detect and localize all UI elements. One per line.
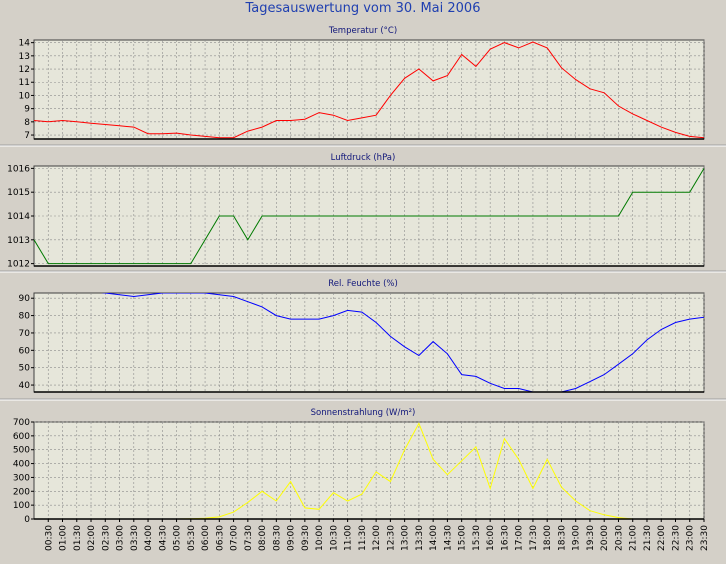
plot-area xyxy=(33,292,705,393)
x-tick-label: 23:30 xyxy=(700,525,710,551)
series-line xyxy=(34,41,704,139)
y-tick-label: 100 xyxy=(13,501,30,511)
x-tick-label: 07:00 xyxy=(230,525,240,551)
y-tick-label: 70 xyxy=(19,329,31,339)
plot-area xyxy=(33,421,705,520)
x-tick-label: 18:30 xyxy=(557,525,567,551)
x-tick-label: 06:00 xyxy=(201,525,211,551)
x-tick-label: 01:30 xyxy=(73,525,83,551)
y-tick-label: 90 xyxy=(19,294,31,304)
x-tick-label: 09:00 xyxy=(287,525,297,551)
x-tick-label: 17:30 xyxy=(529,525,539,551)
panel-title: Temperatur (°C) xyxy=(328,26,397,36)
x-tick-label: 12:00 xyxy=(372,525,382,551)
page-title: Tagesauswertung vom 30. Mai 2006 xyxy=(245,1,481,16)
series-line xyxy=(101,293,704,392)
x-tick-label: 10:00 xyxy=(315,525,325,551)
x-tick-label: 07:30 xyxy=(244,525,254,551)
y-tick-label: 7 xyxy=(24,131,30,141)
x-tick-label: 13:00 xyxy=(401,525,411,551)
x-tick-label: 15:30 xyxy=(472,525,482,551)
y-tick-label: 300 xyxy=(13,473,30,483)
y-tick-label: 11 xyxy=(19,78,30,88)
y-tick-label: 600 xyxy=(13,432,30,442)
x-tick-label: 04:30 xyxy=(158,525,168,551)
y-tick-label: 1014 xyxy=(7,212,30,222)
y-tick-label: 13 xyxy=(19,52,30,62)
x-tick-label: 21:30 xyxy=(643,525,653,551)
y-tick-label: 500 xyxy=(13,446,30,456)
x-tick-label: 12:30 xyxy=(386,525,396,551)
plot-area xyxy=(33,39,705,140)
x-tick-label: 02:00 xyxy=(87,525,97,551)
y-tick-label: 1013 xyxy=(7,236,30,246)
y-tick-label: 10 xyxy=(19,91,31,101)
series-line xyxy=(34,422,704,519)
y-tick-label: 14 xyxy=(19,39,31,49)
x-tick-label: 08:30 xyxy=(272,525,282,551)
y-tick-label: 400 xyxy=(13,460,30,470)
x-tick-label: 21:00 xyxy=(629,525,639,551)
x-tick-label: 03:00 xyxy=(116,525,126,551)
y-tick-label: 80 xyxy=(19,312,31,322)
x-tick-label: 18:00 xyxy=(543,525,553,551)
x-tick-label: 20:30 xyxy=(614,525,624,551)
x-tick-label: 06:30 xyxy=(215,525,225,551)
y-tick-label: 1015 xyxy=(7,188,30,198)
x-tick-label: 19:30 xyxy=(586,525,596,551)
y-tick-label: 700 xyxy=(13,418,30,428)
x-tick-label: 14:00 xyxy=(429,525,439,551)
x-tick-label: 05:00 xyxy=(173,525,183,551)
y-tick-label: 9 xyxy=(24,105,30,115)
y-tick-label: 40 xyxy=(19,381,31,391)
x-tick-label: 05:30 xyxy=(187,525,197,551)
y-tick-label: 50 xyxy=(19,364,31,374)
x-tick-label: 13:30 xyxy=(415,525,425,551)
y-tick-label: 1016 xyxy=(7,164,30,174)
x-tick-label: 22:30 xyxy=(671,525,681,551)
x-tick-label: 22:00 xyxy=(657,525,667,551)
x-tick-label: 23:00 xyxy=(686,525,696,551)
panel-title: Rel. Feuchte (%) xyxy=(328,279,398,289)
x-tick-label: 11:30 xyxy=(358,525,368,551)
x-tick-label: 11:00 xyxy=(344,525,354,551)
x-tick-label: 02:30 xyxy=(101,525,111,551)
y-tick-label: 60 xyxy=(19,346,31,356)
y-tick-label: 12 xyxy=(19,65,30,75)
panel-title: Sonnenstrahlung (W/m²) xyxy=(311,408,416,418)
y-tick-label: 200 xyxy=(13,487,30,497)
x-tick-label: 19:00 xyxy=(572,525,582,551)
x-tick-label: 01:00 xyxy=(59,525,69,551)
x-tick-label: 08:00 xyxy=(258,525,268,551)
panel-title: Luftdruck (hPa) xyxy=(331,153,396,163)
x-tick-label: 04:00 xyxy=(144,525,154,551)
y-tick-label: 1012 xyxy=(7,260,30,270)
series-line xyxy=(34,168,704,265)
x-tick-label: 00:30 xyxy=(44,525,54,551)
x-tick-label: 17:00 xyxy=(515,525,525,551)
x-tick-label: 16:00 xyxy=(486,525,496,551)
x-tick-label: 14:30 xyxy=(443,525,453,551)
x-tick-label: 10:30 xyxy=(329,525,339,551)
y-tick-label: 0 xyxy=(24,515,30,525)
x-tick-label: 15:00 xyxy=(458,525,468,551)
x-tick-label: 03:30 xyxy=(130,525,140,551)
x-tick-label: 20:00 xyxy=(600,525,610,551)
x-tick-label: 09:30 xyxy=(301,525,311,551)
x-tick-label: 16:30 xyxy=(500,525,510,551)
y-tick-label: 8 xyxy=(24,118,30,128)
